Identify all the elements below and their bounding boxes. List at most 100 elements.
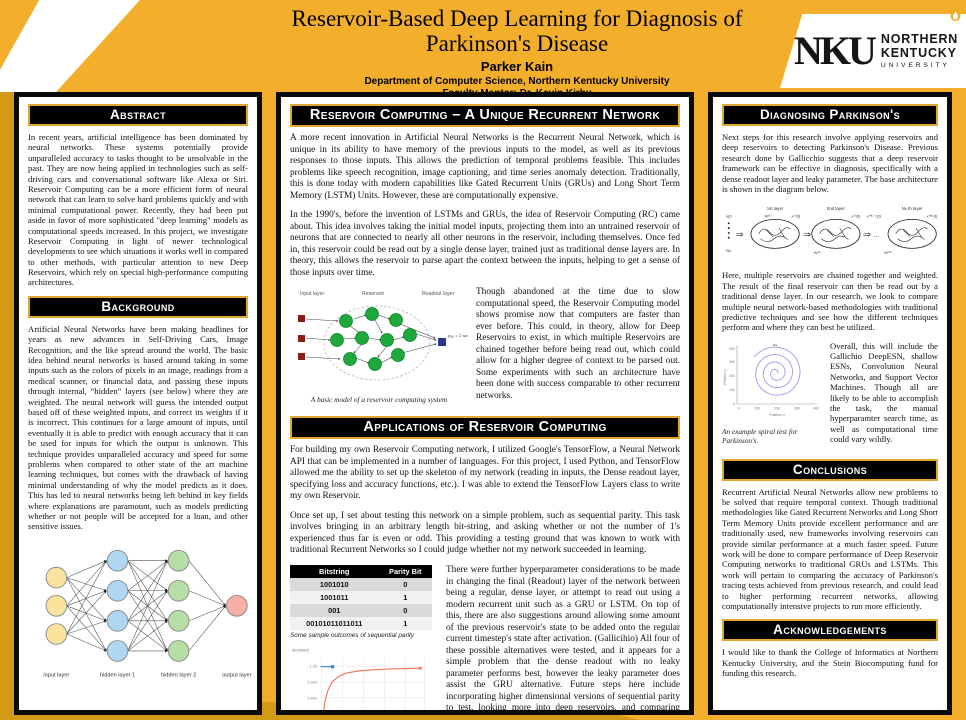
reservoir-model-figure: Input layer Reservoir Readout layer	[290, 287, 469, 404]
cell-bitstring: 001	[290, 603, 379, 617]
logo-line-university: UNIVERSITY	[880, 61, 950, 69]
chain-x2-label: x⁽²⁾(t)	[850, 214, 860, 219]
cell-parity: 1	[378, 616, 432, 630]
chain-label-layer1: 1st layer	[767, 206, 784, 211]
nku-logo: NKU NORTHERN KENTUCKY UNIVERSITY	[784, 6, 961, 86]
table-row: 1001011 1	[290, 590, 432, 604]
section-header-applications: Applications of Reservoir Computing	[290, 416, 680, 440]
spiral-xtick: 0	[738, 406, 740, 410]
reservoir-para-2: In the 1990's, before the invention of L…	[290, 210, 680, 278]
flame-icon	[950, 6, 961, 26]
cell-bitstring: 1001011	[290, 590, 379, 604]
parity-table-caption: Some sample outcomes of sequential parit…	[290, 631, 414, 639]
arrow-icon: ⇒	[803, 230, 811, 241]
logo-line-northern: NORTHERN	[880, 32, 959, 47]
ytick: 0.700	[307, 711, 318, 715]
spiral-ytick: 400	[729, 347, 735, 351]
section-header-reservoir-computing: Reservoir Computing – A Unique Recurrent…	[290, 104, 680, 127]
applications-para-2: Once set up, I set about testing this ne…	[290, 510, 680, 556]
logo-white-box	[780, 14, 966, 88]
section-header-abstract: Abstract	[28, 104, 248, 126]
resfig-label-readout: Readout layer	[422, 291, 455, 297]
acknowledgements-body: I would like to thank the College of Inf…	[722, 647, 938, 679]
nku-logo-abbr: NKU	[794, 28, 877, 73]
diagnosing-para-3: Overall, this will include the Gallichio…	[830, 340, 938, 445]
table-row: 00101011011011 1	[290, 616, 432, 630]
parity-table-header-bitstring: Bitstring	[290, 564, 379, 578]
top-left-white-slash	[0, 0, 140, 92]
middle-column-panel: Reservoir Computing – A Unique Recurrent…	[276, 92, 694, 715]
parity-table-header-parity: Parity Bit	[378, 564, 432, 578]
spiral-figure-caption: An example spiral test for Parkinson's.	[722, 426, 798, 445]
accuracy-chart-figure: accuracy 1.00 0.900 0.800 0.700 0.600 0.…	[290, 645, 438, 715]
background-body: Artificial Neural Networks have been mak…	[28, 323, 248, 532]
right-column-panel: Diagnosing Parkinson's Next steps for th…	[708, 92, 952, 715]
deep-reservoir-chain-figure: 1st layer 2nd layer Nʟ-th layer u(t) Wᵢₙ…	[722, 202, 938, 265]
cell-bitstring: 00101011011011	[290, 616, 379, 630]
spiral-ytick: 200	[729, 374, 735, 378]
chain-label-layerN: Nʟ-th layer	[902, 206, 924, 211]
applications-para-3: There were further hyperparameter consid…	[446, 564, 680, 714]
arrow-icon: ⇒	[863, 230, 871, 241]
diagnosing-para-2: Here, multiple reservoirs are chained to…	[722, 270, 938, 333]
cell-bitstring: 1001010	[290, 577, 379, 591]
resfig-label-reservoir: Reservoir	[362, 291, 384, 297]
ytick: 0.800	[307, 695, 318, 700]
diagnosing-para-1: Next steps for this research involve app…	[722, 132, 938, 194]
cell-parity: 0	[378, 603, 432, 617]
spiral-title: a)	[773, 342, 777, 347]
spiral-xtick: 100	[754, 406, 760, 410]
resfig-formula: yₒᵤₜ = Σ wᵢxᵢ	[448, 333, 468, 338]
author-department: Department of Computer Science, Northern…	[364, 75, 670, 87]
spiral-ytick: 0	[733, 402, 735, 406]
nn-label-hidden1: hidden layer 1	[100, 672, 135, 678]
ytick: 0.900	[307, 679, 318, 684]
accuracy-ylabel: accuracy	[292, 647, 310, 652]
cell-parity: 0	[378, 577, 432, 591]
abstract-body: In recent years, artificial intelligence…	[28, 132, 248, 288]
chain-u-label: u(t)	[726, 215, 733, 219]
page-title: Reservoir-Based Deep Learning for Diagno…	[291, 6, 743, 57]
table-row: 001 0	[290, 603, 432, 617]
spiral-ylabel: Position y	[723, 369, 727, 385]
chain-xn1-label: x⁽ᴺᴸ⁻¹⁾(t)	[866, 214, 882, 219]
chain-w1-label: W⁽¹⁾	[764, 214, 772, 219]
left-gold-stripe	[0, 92, 14, 720]
ytick: 1.00	[310, 664, 319, 669]
section-header-acknowledgements: Acknowledgements	[722, 619, 938, 642]
spiral-xtick: 200	[774, 406, 780, 410]
section-header-conclusions: Conclusions	[722, 458, 938, 481]
chain-label-layer2: 2nd layer	[827, 206, 846, 211]
parity-table: Bitstring Parity Bit 1001010 0 1001011 1 0…	[290, 564, 432, 630]
spiral-xlabel: Position x	[769, 413, 785, 417]
author-name: Parker Kain	[480, 58, 554, 74]
section-header-diagnosing: Diagnosing Parkinson's	[722, 104, 938, 126]
left-column-panel: Abstract In recent years, artificial int…	[14, 92, 262, 715]
spiral-figure: a) 400 300 200 100 0 0 100 200 300 400	[722, 340, 824, 445]
reservoir-para-1: A more recent innovation in Artificial N…	[290, 133, 680, 201]
table-row: 1001010 0	[290, 577, 432, 591]
nn-label-hidden2: hidden layer 2	[161, 672, 196, 678]
spiral-ytick: 300	[729, 360, 735, 364]
poster-header: Reservoir-Based Deep Learning for Diagno…	[238, 6, 796, 99]
spiral-ytick: 100	[729, 388, 735, 392]
chain-x1-label: x⁽¹⁾(t)	[790, 214, 800, 219]
chain-w2-label: W⁽²⁾	[814, 251, 822, 256]
cell-parity: 1	[378, 590, 432, 604]
logo-line-kentucky: KENTUCKY	[880, 45, 957, 60]
nku-logo-wordmark: NORTHERN KENTUCKY UNIVERSITY	[880, 32, 959, 69]
reservoir-para-3: Though abandoned at the time due to slow…	[476, 287, 680, 401]
arrow-icon: ⇒	[736, 230, 744, 241]
resfig-label-input: Input layer	[300, 291, 324, 297]
spiral-xtick: 400	[813, 406, 819, 410]
nn-label-input: input layer	[43, 672, 69, 678]
chain-win-label: Wᵢₙ	[726, 250, 732, 254]
conclusions-body: Recurrent Artificial Neural Networks all…	[722, 486, 938, 611]
neural-network-figure: input layer hidden layer 1 hidden layer …	[28, 540, 252, 686]
spiral-xtick: 300	[794, 406, 800, 410]
applications-para-1: For building my own Reservoir Computing …	[290, 445, 680, 502]
section-header-background: Background	[28, 295, 248, 318]
chain-ellipsis: ...	[874, 232, 880, 239]
chain-wn-label: W⁽ᴺ⁾	[884, 251, 892, 256]
nn-label-output: output layer	[222, 672, 252, 678]
